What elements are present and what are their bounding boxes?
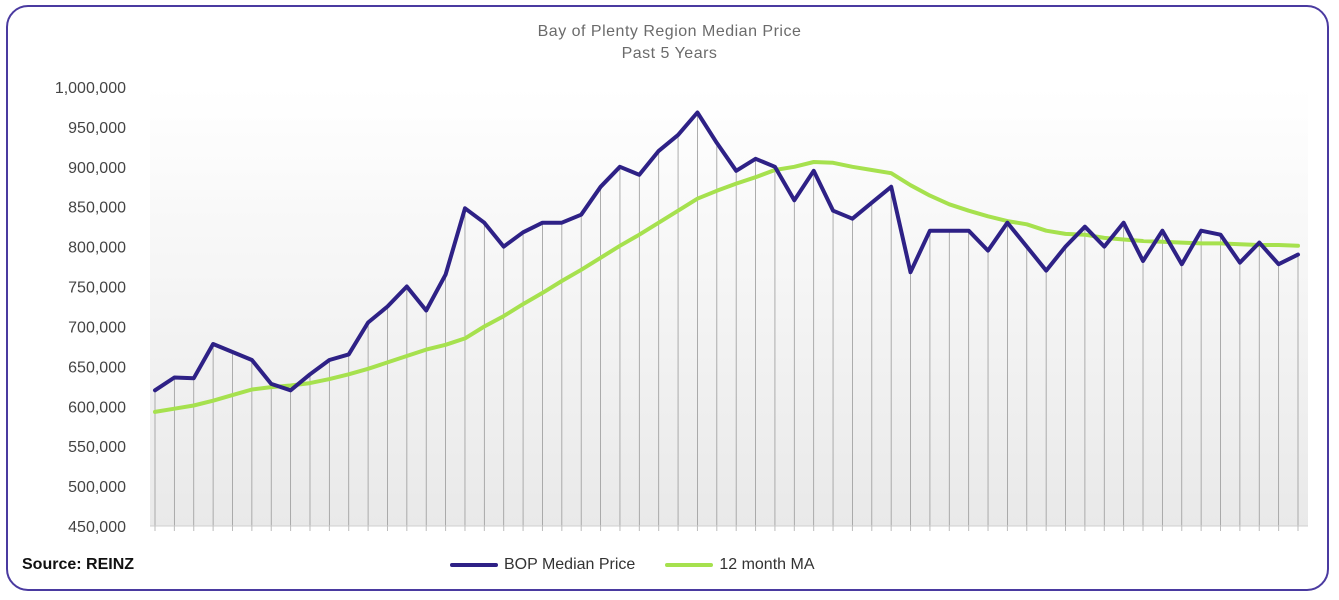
y-tick-label: 750,000 xyxy=(68,280,126,297)
y-tick-label: 850,000 xyxy=(68,200,126,217)
legend-item-median: BOP Median Price xyxy=(450,556,635,574)
plot-area xyxy=(150,87,1308,526)
y-tick-label: 500,000 xyxy=(68,479,126,496)
chart-title: Bay of Plenty Region Median Price xyxy=(537,23,802,40)
y-tick-label: 600,000 xyxy=(68,399,126,416)
y-tick-label: 950,000 xyxy=(68,120,126,137)
series-line-median xyxy=(153,110,1300,393)
y-tick-label: 1,000,000 xyxy=(55,80,126,97)
y-tick-label: 650,000 xyxy=(68,359,126,376)
y-tick-label: 550,000 xyxy=(68,439,126,456)
y-tick-label: 800,000 xyxy=(68,240,126,257)
y-tick-label: 450,000 xyxy=(68,519,126,536)
legend-label-ma: 12 month MA xyxy=(719,556,815,573)
legend-item-ma: 12 month MA xyxy=(665,556,814,574)
y-tick-label: 900,000 xyxy=(68,160,126,177)
legend-swatch-median xyxy=(450,563,498,567)
chart-subtitle: Past 5 Years xyxy=(621,45,718,62)
legend-swatch-ma xyxy=(665,563,714,567)
chart-legend: BOP Median Price 12 month MA xyxy=(450,556,814,574)
y-tick-label: 700,000 xyxy=(68,319,126,336)
source-label: Source: REINZ xyxy=(22,556,135,573)
legend-label-median: BOP Median Price xyxy=(504,556,636,573)
series-line-ma xyxy=(153,160,1300,414)
